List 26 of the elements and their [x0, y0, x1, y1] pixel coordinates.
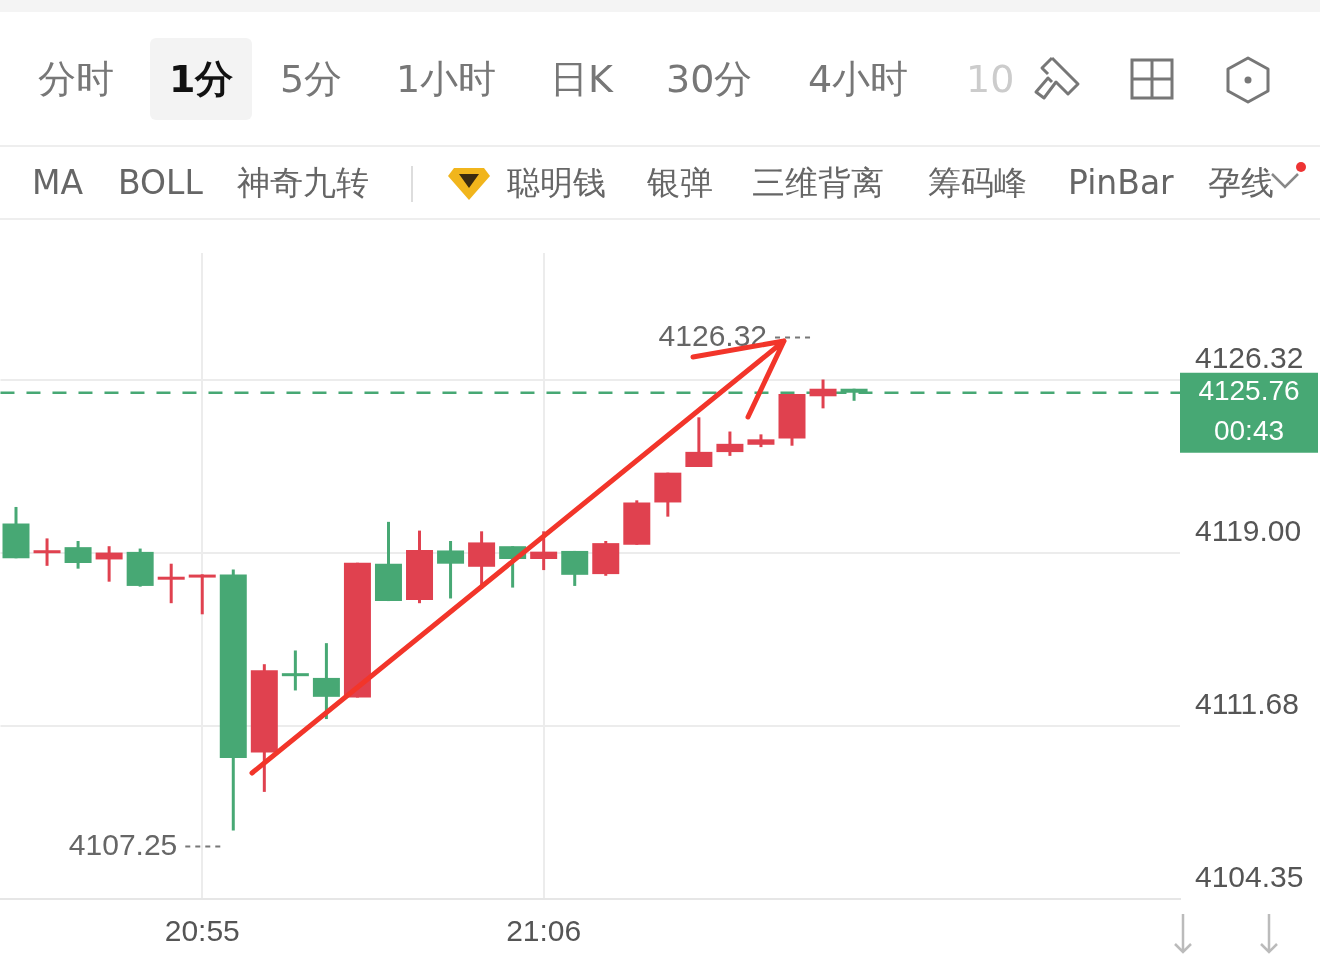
- y-tick-label: 4119.00: [1195, 513, 1302, 547]
- x-tick-label: 21:06: [506, 914, 582, 948]
- text: 1小时: [396, 56, 497, 102]
- text: MA: [32, 163, 84, 203]
- text: 4小时: [808, 56, 909, 102]
- text: 1分: [150, 38, 253, 120]
- text: 筹码峰: [928, 163, 1027, 203]
- text: 三维背离: [752, 163, 884, 203]
- text: 00:43: [1213, 415, 1285, 447]
- annotation: 4107.25: [68, 827, 178, 861]
- y-tick-label: 4126.32: [1195, 340, 1304, 374]
- x-tick-label: 20:55: [164, 914, 240, 948]
- text: 分时: [38, 56, 114, 102]
- text: 5分: [280, 56, 343, 102]
- text: 30分: [666, 56, 753, 102]
- text: 神奇九转: [237, 163, 369, 203]
- ref-line-label: 4125.76: [1198, 375, 1300, 407]
- text: BOLL: [118, 163, 203, 203]
- text: 银弹: [647, 163, 713, 203]
- annotation: 4126.32: [658, 318, 768, 352]
- text: 聪明钱: [507, 163, 606, 203]
- text: 孕线: [1208, 163, 1274, 203]
- y-tick-label: 4104.35: [1195, 860, 1304, 894]
- text: PinBar: [1068, 163, 1174, 203]
- y-tick-label: 4111.68: [1195, 686, 1299, 720]
- text: 日K: [550, 56, 613, 102]
